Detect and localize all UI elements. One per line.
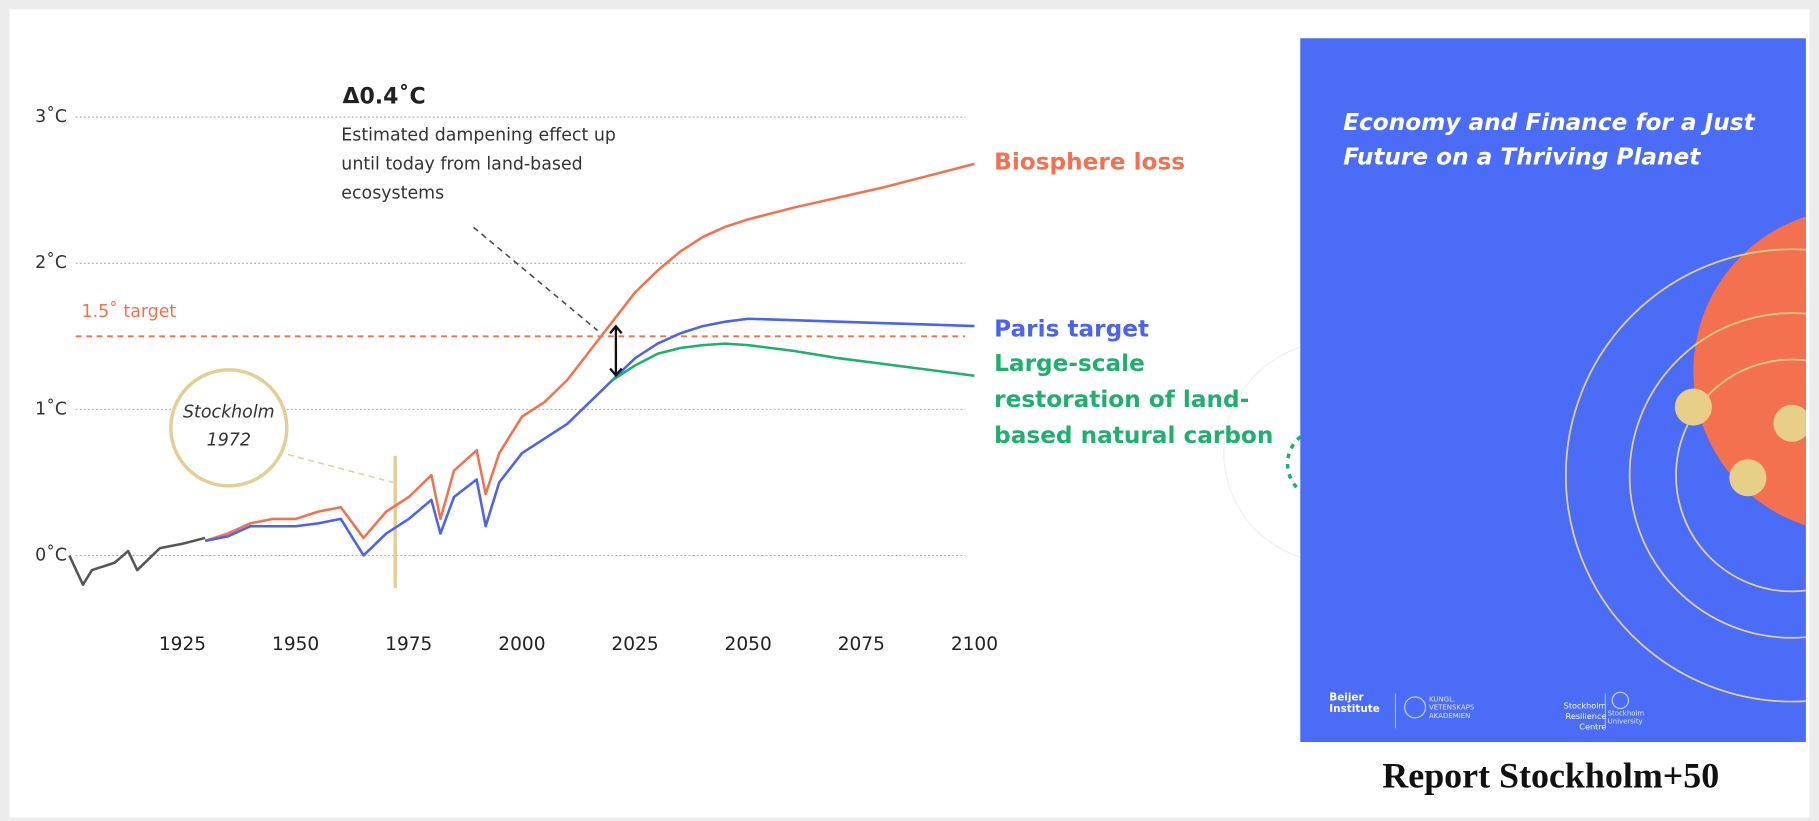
marker-circle bbox=[169, 368, 289, 488]
series-label-box: Large-scale restoration of land-based na… bbox=[994, 349, 1274, 461]
x-tick-label: 2075 bbox=[838, 634, 885, 655]
series-line bbox=[204, 317, 975, 557]
logo: Beijer Institute bbox=[1329, 692, 1380, 716]
series-label: Large-scale restoration of land-based na… bbox=[994, 349, 1274, 461]
y-tick-label: 1˚C bbox=[35, 398, 67, 419]
series-label: Paris target bbox=[994, 314, 1150, 343]
caption-background bbox=[1295, 742, 1810, 815]
marker-label-box: Stockholm 1972 bbox=[183, 401, 275, 450]
x-tick-label: 1975 bbox=[385, 634, 432, 655]
cover-orbit bbox=[1628, 312, 1806, 639]
series-label-box: Biosphere loss bbox=[994, 147, 1186, 176]
logo: KUNGL. VETENSKAPS AKADEMIEN bbox=[1429, 695, 1475, 721]
y-tick-label: 3˚C bbox=[35, 106, 67, 127]
logo-box: Beijer Institute bbox=[1329, 692, 1380, 716]
x-tick-label: 2025 bbox=[611, 634, 658, 655]
marker-leader bbox=[287, 453, 394, 484]
x-tick-label: 2000 bbox=[498, 634, 545, 655]
annotation-text-box: Estimated dampening effect up until toda… bbox=[341, 124, 616, 203]
series-label: Biosphere loss bbox=[994, 147, 1186, 176]
series-label-box: Paris target bbox=[994, 314, 1150, 343]
annotation-title: Δ0.4˚C bbox=[342, 84, 425, 109]
y-tick-label: 0˚C bbox=[35, 544, 67, 565]
x-tick-label: 2050 bbox=[725, 634, 772, 655]
cover-planet bbox=[1773, 404, 1806, 442]
y-tick-label: 2˚C bbox=[35, 252, 67, 273]
cover-planet bbox=[1729, 459, 1767, 497]
marker-label: Stockholm 1972 bbox=[183, 401, 275, 450]
x-tick-label: 1925 bbox=[159, 634, 206, 655]
series-line bbox=[611, 342, 975, 382]
cover-orbit bbox=[1565, 248, 1806, 703]
logo-seal bbox=[1404, 696, 1427, 719]
cover-sun bbox=[1693, 216, 1806, 526]
cover-title: Economy and Finance for a Just Future on… bbox=[1343, 107, 1755, 171]
arrow-head bbox=[609, 367, 623, 378]
series-line bbox=[68, 536, 206, 586]
cover-title-box: Economy and Finance for a Just Future on… bbox=[1343, 107, 1755, 171]
logo-box: KUNGL. VETENSKAPS AKADEMIEN bbox=[1429, 695, 1475, 721]
annotation-text: Estimated dampening effect up until toda… bbox=[341, 124, 616, 203]
logo-box: Stockholm University bbox=[1607, 709, 1645, 726]
target-label: 1.5˚ target bbox=[82, 301, 177, 322]
logo-box: Stockholm Resilience Centre bbox=[1563, 701, 1607, 730]
chart: 0˚C 1˚C 2˚C 3˚C 1925 1950 1975 2000 2025 2050 2075… bbox=[35, 84, 1274, 655]
cover-planet bbox=[1674, 388, 1712, 426]
arrow-head bbox=[609, 324, 623, 335]
logo-seal bbox=[1611, 691, 1630, 710]
x-tick-label: 2100 bbox=[951, 634, 998, 655]
cover-orbit bbox=[1675, 358, 1806, 593]
report-cover: Economy and Finance for a Just Future on… bbox=[1295, 38, 1810, 815]
logo: Stockholm University bbox=[1607, 709, 1645, 726]
series-line bbox=[204, 162, 975, 543]
logo: Stockholm Resilience Centre bbox=[1563, 701, 1607, 730]
x-tick-label: 1950 bbox=[272, 634, 319, 655]
report-caption: Report Stockholm+50 bbox=[1382, 756, 1719, 796]
